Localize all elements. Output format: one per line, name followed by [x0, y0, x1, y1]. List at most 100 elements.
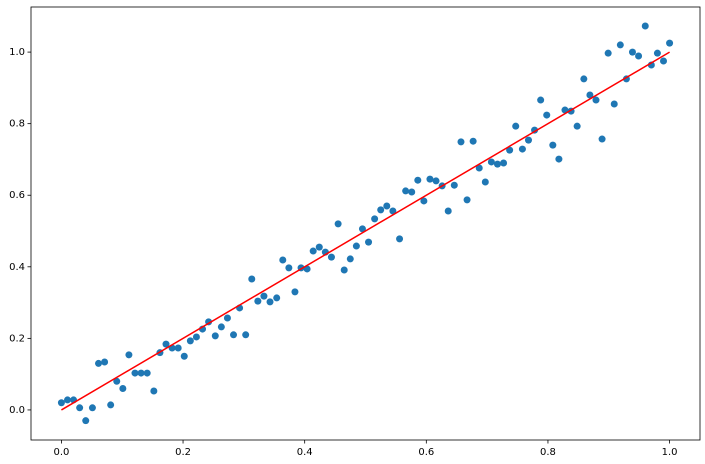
- point: [285, 264, 293, 272]
- point: [254, 297, 262, 305]
- point: [402, 187, 410, 195]
- point: [88, 404, 96, 412]
- point: [242, 331, 250, 339]
- x-tick-label: 1.0: [662, 447, 678, 458]
- x-tick-label: 0.0: [53, 447, 69, 458]
- point: [549, 141, 557, 149]
- point: [334, 220, 342, 228]
- point: [457, 138, 465, 146]
- point: [113, 377, 121, 385]
- point: [107, 401, 115, 409]
- point: [162, 340, 170, 348]
- point: [512, 122, 520, 130]
- point: [537, 96, 545, 104]
- point: [365, 238, 373, 246]
- point: [487, 158, 495, 166]
- point: [506, 146, 514, 154]
- point: [389, 207, 397, 215]
- point: [266, 298, 274, 306]
- y-tick-label: 1.0: [9, 47, 25, 58]
- point: [481, 178, 489, 186]
- point: [493, 160, 501, 168]
- point: [230, 331, 238, 339]
- point: [469, 137, 477, 145]
- point: [444, 207, 452, 215]
- point: [653, 49, 661, 57]
- point: [217, 323, 225, 331]
- point: [586, 91, 594, 99]
- point: [524, 136, 532, 144]
- point: [616, 41, 624, 49]
- point: [628, 48, 636, 56]
- point: [641, 22, 649, 30]
- x-tick-label: 0.6: [418, 447, 434, 458]
- point: [420, 197, 428, 205]
- point: [180, 352, 188, 360]
- point: [76, 404, 84, 412]
- point: [573, 122, 581, 130]
- plot-frame: [30, 6, 701, 441]
- point: [358, 225, 366, 233]
- point: [432, 177, 440, 185]
- point: [309, 247, 317, 255]
- point: [635, 52, 643, 60]
- point: [125, 351, 133, 359]
- point: [475, 164, 483, 172]
- point: [500, 159, 508, 167]
- y-tick-label: 0.8: [9, 119, 25, 130]
- point: [327, 253, 335, 261]
- point: [57, 399, 65, 407]
- point: [426, 175, 434, 183]
- point: [598, 135, 606, 143]
- y-tick-label: 0.4: [9, 262, 25, 273]
- point: [95, 359, 103, 367]
- x-tick-label: 0.2: [175, 447, 191, 458]
- point: [131, 369, 139, 377]
- point: [150, 387, 158, 395]
- point: [396, 235, 404, 243]
- y-tick-label: 0.0: [9, 405, 25, 416]
- x-tick-label: 0.8: [540, 447, 556, 458]
- point: [555, 155, 563, 163]
- point: [279, 256, 287, 264]
- point: [260, 292, 268, 300]
- line: [61, 51, 670, 411]
- point: [408, 188, 416, 196]
- point: [604, 49, 612, 57]
- y-tick-label: 0.2: [9, 333, 25, 344]
- point: [352, 242, 360, 250]
- point: [63, 396, 71, 404]
- point: [346, 255, 354, 263]
- point: [610, 100, 618, 108]
- point: [592, 96, 600, 104]
- point: [371, 215, 379, 223]
- point: [414, 176, 422, 184]
- point: [143, 369, 151, 377]
- point: [580, 75, 588, 83]
- point: [660, 57, 668, 65]
- y-tick-label: 0.6: [9, 190, 25, 201]
- point: [101, 358, 109, 366]
- point: [377, 206, 385, 214]
- point: [518, 145, 526, 153]
- point: [273, 294, 281, 302]
- point: [192, 333, 200, 341]
- point: [82, 417, 90, 425]
- point: [315, 243, 323, 251]
- point: [450, 181, 458, 189]
- point: [291, 288, 299, 296]
- point: [119, 384, 127, 392]
- x-tick-label: 0.4: [297, 447, 313, 458]
- point: [174, 344, 182, 352]
- point: [340, 266, 348, 274]
- point: [186, 337, 194, 345]
- point: [211, 332, 219, 340]
- point: [463, 196, 471, 204]
- point: [666, 39, 674, 47]
- point: [383, 202, 391, 210]
- point: [543, 111, 551, 119]
- point: [137, 369, 145, 377]
- point: [223, 314, 231, 322]
